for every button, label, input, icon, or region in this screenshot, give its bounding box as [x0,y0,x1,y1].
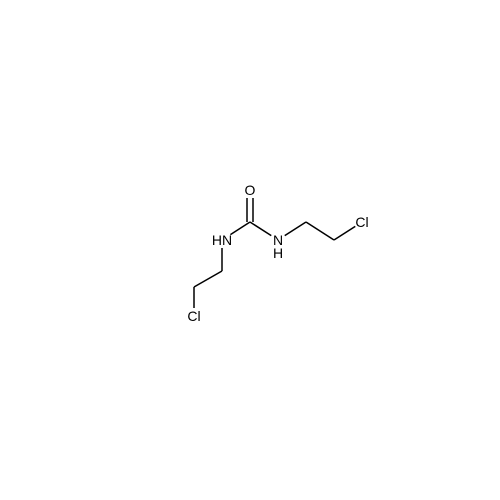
bond [285,222,306,236]
atom-label-Cl_r: Cl [355,214,368,230]
atom-label-N_left: HN [212,232,232,248]
atom-label-O: O [245,182,256,198]
bond [334,226,355,240]
bond-layer [0,0,500,500]
bond [194,271,222,287]
bond [230,222,250,235]
bond [306,222,334,240]
atom-sublabel-N_right: H [273,245,283,261]
atom-label-Cl_l: Cl [187,308,200,324]
bond [250,222,271,236]
molecule-canvas: OHNNHClCl [0,0,500,500]
